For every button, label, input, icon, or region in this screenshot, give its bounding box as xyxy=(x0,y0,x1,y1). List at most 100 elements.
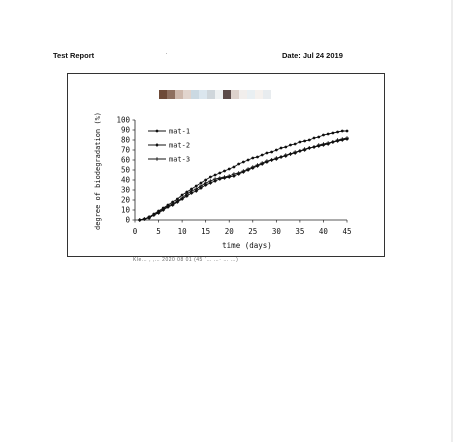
data-point-mat-3 xyxy=(269,158,274,162)
data-point-mat-3 xyxy=(156,210,161,214)
redaction-block xyxy=(215,90,223,99)
x-tick-label: 30 xyxy=(272,227,282,236)
data-point-mat-1 xyxy=(331,131,335,135)
data-point-mat-3 xyxy=(331,140,335,144)
redaction-block xyxy=(263,90,271,99)
y-tick-label: 90 xyxy=(121,126,131,135)
data-point-mat-3 xyxy=(180,196,184,200)
data-point-mat-1 xyxy=(307,138,311,142)
data-point-mat-3 xyxy=(307,146,312,150)
redaction-block xyxy=(167,90,175,99)
data-point-mat-3 xyxy=(283,153,288,157)
header-mark xyxy=(166,53,167,54)
legend-marker-mat-1 xyxy=(155,129,159,133)
data-point-mat-1 xyxy=(265,151,269,155)
data-point-mat-3 xyxy=(222,175,227,179)
data-point-mat-1 xyxy=(199,181,203,185)
legend-label-mat-3: mat-3 xyxy=(169,156,190,164)
data-point-mat-3 xyxy=(170,202,175,206)
x-tick-label: 25 xyxy=(248,227,257,236)
x-tick-label: 35 xyxy=(295,227,304,236)
data-point-mat-3 xyxy=(321,142,326,146)
report-date: Date: Jul 24 2019 xyxy=(282,51,343,60)
data-point-mat-3 xyxy=(137,218,142,222)
data-point-mat-1 xyxy=(251,156,255,160)
data-point-mat-1 xyxy=(340,129,344,133)
data-point-mat-2 xyxy=(232,174,236,178)
redaction-block xyxy=(191,90,199,99)
legend-label-mat-2: mat-2 xyxy=(169,142,190,150)
redaction-block xyxy=(223,90,231,99)
redaction-block xyxy=(239,90,247,99)
y-tick-label: 10 xyxy=(121,206,131,215)
data-point-mat-3 xyxy=(302,147,307,151)
data-point-mat-1 xyxy=(223,169,226,173)
y-tick-label: 0 xyxy=(125,216,130,225)
data-point-mat-3 xyxy=(227,174,232,178)
data-point-mat-3 xyxy=(316,143,321,147)
redaction-block xyxy=(175,90,183,99)
chart-frame xyxy=(67,73,385,257)
data-point-mat-1 xyxy=(194,184,198,188)
data-point-mat-3 xyxy=(250,165,255,169)
data-point-mat-1 xyxy=(171,200,175,204)
data-point-mat-1 xyxy=(190,187,193,191)
redaction-block xyxy=(199,90,207,99)
data-point-mat-3 xyxy=(246,167,250,171)
data-point-mat-2 xyxy=(194,189,199,193)
data-point-mat-2 xyxy=(213,179,217,183)
redaction-block xyxy=(207,90,215,99)
legend-marker-mat-3 xyxy=(155,157,159,161)
y-tick-label: 100 xyxy=(116,116,130,125)
data-point-mat-3 xyxy=(288,152,293,156)
data-point-mat-3 xyxy=(345,136,349,140)
footnote-fragment: Kle… , ,… 2020 08 01 (45 ʻ… …· … …) xyxy=(133,257,239,263)
y-axis-label: degree of biodegradation (%) xyxy=(94,112,102,230)
data-point-mat-1 xyxy=(241,160,245,164)
data-point-mat-1 xyxy=(256,155,259,159)
data-point-mat-1 xyxy=(260,153,264,157)
data-point-mat-3 xyxy=(199,184,203,188)
x-axis-label: time (days) xyxy=(222,241,272,250)
data-point-mat-1 xyxy=(176,197,179,201)
data-point-mat-3 xyxy=(232,172,236,176)
legend-label-mat-1: mat-1 xyxy=(169,128,190,136)
data-point-mat-1 xyxy=(312,136,316,140)
data-point-mat-1 xyxy=(270,150,274,154)
y-tick-label: 50 xyxy=(121,166,131,175)
redaction-block xyxy=(255,90,263,99)
x-tick-label: 45 xyxy=(342,227,351,236)
data-point-mat-1 xyxy=(204,178,208,182)
data-point-mat-2 xyxy=(208,181,213,185)
y-tick-label: 20 xyxy=(121,196,131,205)
data-point-mat-1 xyxy=(208,175,212,179)
x-tick-label: 40 xyxy=(319,227,329,236)
data-point-mat-2 xyxy=(189,191,194,195)
data-point-mat-3 xyxy=(265,159,269,163)
data-point-mat-1 xyxy=(218,171,222,175)
data-point-mat-1 xyxy=(298,140,302,144)
report-title: Test Report xyxy=(53,51,95,60)
data-point-mat-3 xyxy=(274,156,279,160)
data-point-mat-3 xyxy=(241,169,246,173)
data-point-mat-1 xyxy=(322,133,325,137)
data-point-mat-3 xyxy=(175,199,180,203)
data-point-mat-1 xyxy=(237,162,241,166)
data-point-mat-3 xyxy=(255,163,260,167)
redaction-block xyxy=(183,90,191,99)
data-point-mat-1 xyxy=(185,190,189,194)
x-tick-label: 20 xyxy=(225,227,235,236)
page-edge xyxy=(451,0,453,442)
data-point-mat-1 xyxy=(180,193,184,197)
series-line-mat-2 xyxy=(139,138,348,221)
x-tick-label: 15 xyxy=(201,227,210,236)
data-point-mat-3 xyxy=(326,141,330,145)
data-point-mat-1 xyxy=(303,139,306,143)
data-point-mat-1 xyxy=(246,158,250,162)
data-point-mat-3 xyxy=(312,145,316,149)
data-point-mat-1 xyxy=(213,173,217,177)
y-tick-label: 80 xyxy=(121,136,131,145)
data-point-mat-1 xyxy=(293,142,297,146)
y-tick-label: 40 xyxy=(121,176,131,185)
data-point-mat-3 xyxy=(161,207,166,211)
